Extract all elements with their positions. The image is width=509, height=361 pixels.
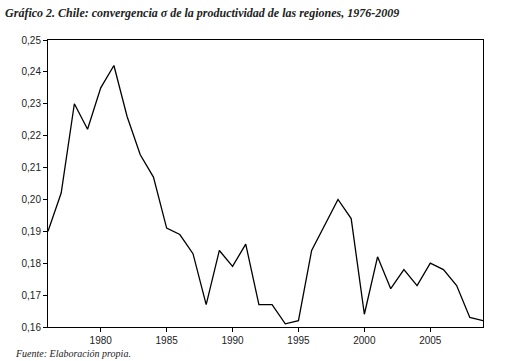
svg-text:0,19: 0,19 — [22, 226, 42, 237]
svg-text:0,23: 0,23 — [22, 98, 42, 109]
svg-text:0,22: 0,22 — [22, 130, 42, 141]
svg-text:1980: 1980 — [90, 335, 113, 346]
svg-text:0,18: 0,18 — [22, 258, 42, 269]
svg-text:0,24: 0,24 — [22, 66, 42, 77]
svg-text:Fuente: Elaboración propia.: Fuente: Elaboración propia. — [15, 348, 131, 359]
svg-text:2005: 2005 — [419, 335, 442, 346]
svg-text:Gráfico 2. Chile: convergencia: Gráfico 2. Chile: convergencia σ de la p… — [5, 6, 399, 20]
svg-text:1995: 1995 — [287, 335, 310, 346]
svg-text:1985: 1985 — [156, 335, 179, 346]
svg-text:0,16: 0,16 — [22, 322, 42, 333]
svg-text:0,25: 0,25 — [22, 35, 42, 46]
svg-text:0,21: 0,21 — [22, 162, 42, 173]
svg-text:1990: 1990 — [221, 335, 244, 346]
svg-text:2000: 2000 — [353, 335, 376, 346]
svg-text:0,17: 0,17 — [22, 290, 42, 301]
svg-text:0,20: 0,20 — [22, 194, 42, 205]
